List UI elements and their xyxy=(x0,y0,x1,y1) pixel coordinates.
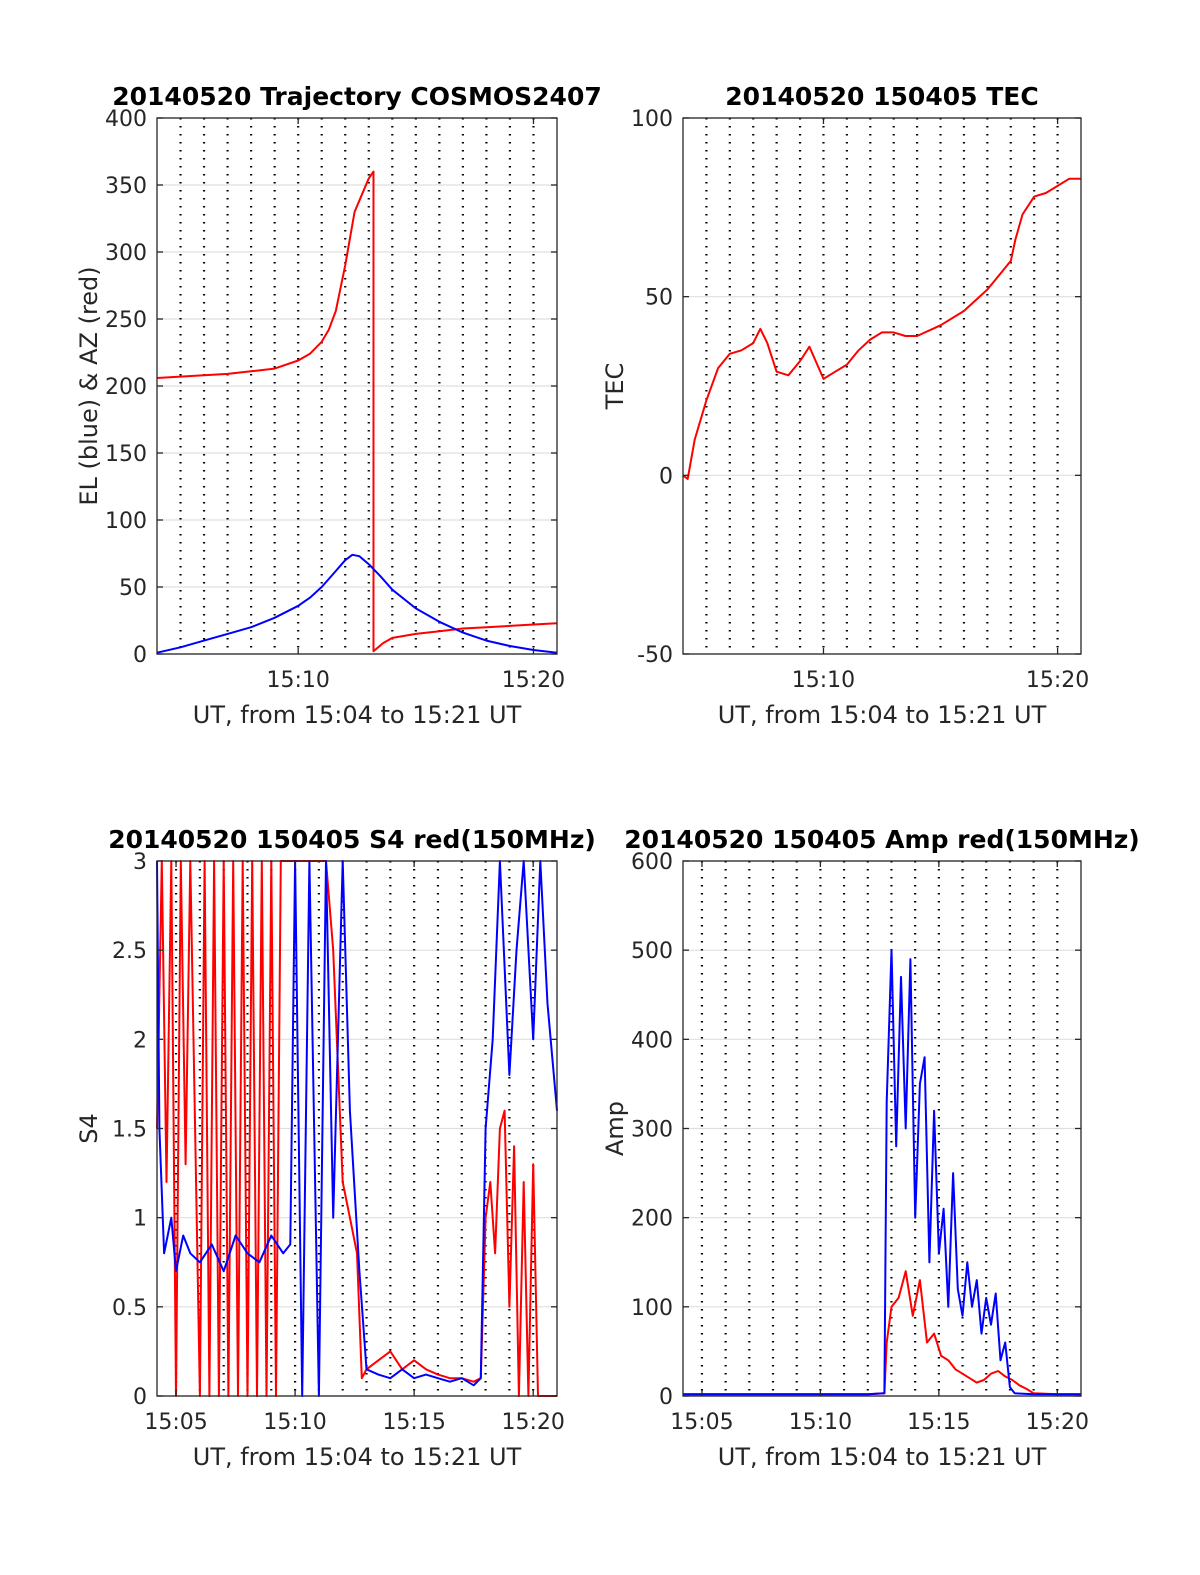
chart-tec: -50 0 50 100 15:10 15:20 20140520 150405 TEC UT… xyxy=(601,82,1089,729)
ytick-label: 0 xyxy=(133,643,147,668)
chart-title: 20140520 150405 Amp red(150MHz) xyxy=(624,825,1140,854)
ytick-label: 350 xyxy=(105,174,147,199)
xtick-label: 15:20 xyxy=(1026,668,1089,693)
xtick-label: 15:20 xyxy=(1026,1410,1089,1435)
ytick-label: 3 xyxy=(133,850,147,875)
xtick-label: 15:15 xyxy=(382,1410,445,1435)
chart-trajectory: 0 50 100 150 200 250 300 350 400 15:10 15:20 201405… xyxy=(75,82,602,729)
ytick-label: 2 xyxy=(133,1028,147,1053)
series-line-1 xyxy=(156,553,558,654)
y-axis-label: EL (blue) & AZ (red) xyxy=(75,266,103,505)
xtick-label: 15:10 xyxy=(266,668,329,693)
series-line-0 xyxy=(682,177,1081,480)
axes-frame xyxy=(682,117,1082,655)
chart-title: 20140520 150405 TEC xyxy=(725,82,1038,111)
ytick-label: 150 xyxy=(105,442,147,467)
ytick-label: 200 xyxy=(105,375,147,400)
y-axis-label: Amp xyxy=(601,1101,629,1156)
x-axis-label: UT, from 15:04 to 15:21 UT xyxy=(193,1443,522,1471)
ytick-label: 0 xyxy=(659,464,673,489)
ytick-label: 1.5 xyxy=(112,1118,147,1143)
ytick-label: 300 xyxy=(105,241,147,266)
xtick-label: 15:20 xyxy=(502,668,565,693)
series-line-1 xyxy=(156,860,558,1397)
x-axis-label: UT, from 15:04 to 15:21 UT xyxy=(718,701,1047,729)
ytick-label: 600 xyxy=(631,850,673,875)
ytick-label: 100 xyxy=(631,1296,673,1321)
ytick-label: 2.5 xyxy=(112,939,147,964)
chart-amp: 0 100 200 300 400 500 600 15:05 15:10 15:15 15:20 2… xyxy=(601,825,1140,1471)
xtick-label: 15:10 xyxy=(263,1410,326,1435)
ytick-label: 50 xyxy=(119,576,147,601)
xtick-label: 15:10 xyxy=(789,1410,852,1435)
xtick-label: 15:10 xyxy=(792,668,855,693)
series-line-0 xyxy=(156,170,558,653)
series-line-0 xyxy=(683,1270,1081,1396)
ytick-label: -50 xyxy=(637,643,673,668)
xtick-label: 15:05 xyxy=(144,1410,207,1435)
ytick-label: 250 xyxy=(105,308,147,333)
ytick-label: 100 xyxy=(631,107,673,132)
ytick-label: 50 xyxy=(645,286,673,311)
ytick-label: 200 xyxy=(631,1207,673,1232)
ytick-label: 0 xyxy=(659,1385,673,1410)
chart-s4: 0 0.5 1 1.5 2 2.5 3 15:05 15:10 15:15 15:20 2014052… xyxy=(75,825,596,1471)
ytick-label: 300 xyxy=(631,1118,673,1143)
ytick-label: 0 xyxy=(133,1385,147,1410)
chart-title: 20140520 150405 S4 red(150MHz) xyxy=(108,825,596,854)
chart-title: 20140520 Trajectory COSMOS2407 xyxy=(112,82,602,111)
xtick-label: 15:15 xyxy=(907,1410,970,1435)
xtick-label: 15:20 xyxy=(501,1410,564,1435)
x-axis-label: UT, from 15:04 to 15:21 UT xyxy=(718,1443,1047,1471)
ytick-label: 400 xyxy=(631,1028,673,1053)
ytick-label: 500 xyxy=(631,939,673,964)
y-axis-label: S4 xyxy=(75,1113,103,1144)
ytick-label: 100 xyxy=(105,509,147,534)
x-axis-label: UT, from 15:04 to 15:21 UT xyxy=(193,701,522,729)
series-line-1 xyxy=(683,949,1081,1396)
ytick-label: 0.5 xyxy=(112,1296,147,1321)
xtick-label: 15:05 xyxy=(670,1410,733,1435)
y-axis-label: TEC xyxy=(601,363,629,411)
ytick-label: 400 xyxy=(105,107,147,132)
ytick-label: 1 xyxy=(133,1207,147,1232)
